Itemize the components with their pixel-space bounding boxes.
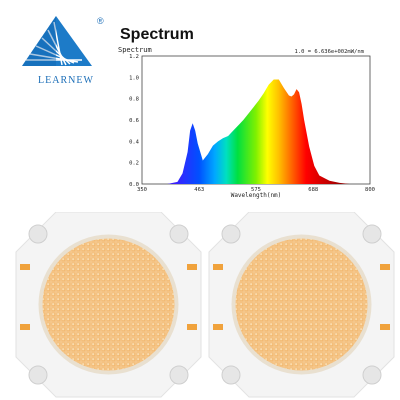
brand-name: LEARNEW	[38, 75, 94, 86]
x-tick-label: 575	[251, 187, 261, 193]
spectrum-heading: Spectrum	[120, 26, 194, 43]
y-tick-label: 1.2	[129, 54, 139, 60]
y-tick-label: 1.0	[129, 75, 139, 81]
y-tick-label: 0.6	[129, 118, 139, 124]
x-axis-label: Wavelength(nm)	[231, 192, 282, 199]
y-tick-label: 0.8	[129, 97, 139, 103]
spectrum-area	[142, 79, 370, 184]
cob-led-chips	[15, 212, 395, 398]
x-tick-label: 800	[365, 187, 375, 193]
y-ticks: 0.0 0.2 0.4 0.6 0.8 1.0 1.2	[129, 54, 140, 188]
brand-logo: ® LEARNEW	[16, 10, 104, 86]
blue-triangle-ray-logo-icon	[22, 16, 92, 66]
chart-annotation: 1.0 = 6.636e+002mW/nm	[294, 49, 364, 55]
x-tick-label: 688	[308, 187, 318, 193]
y-tick-label: 0.2	[129, 161, 139, 167]
y-tick-label: 0.4	[129, 139, 140, 145]
spectrum-chart: 0.0 0.2 0.4 0.6 0.8 1.0 1.2 350 463 575 688 800 Sp…	[118, 46, 375, 199]
cob-led-chip-icon	[15, 212, 202, 398]
cob-led-chip-icon	[208, 212, 395, 398]
chart-corner-label: Spectrum	[118, 46, 152, 54]
x-ticks: 350 463 575 688 800	[137, 187, 375, 193]
y-tick-label: 0.0	[129, 182, 139, 188]
x-tick-label: 463	[194, 187, 204, 193]
x-tick-label: 350	[137, 187, 147, 193]
registered-mark: ®	[97, 16, 104, 26]
